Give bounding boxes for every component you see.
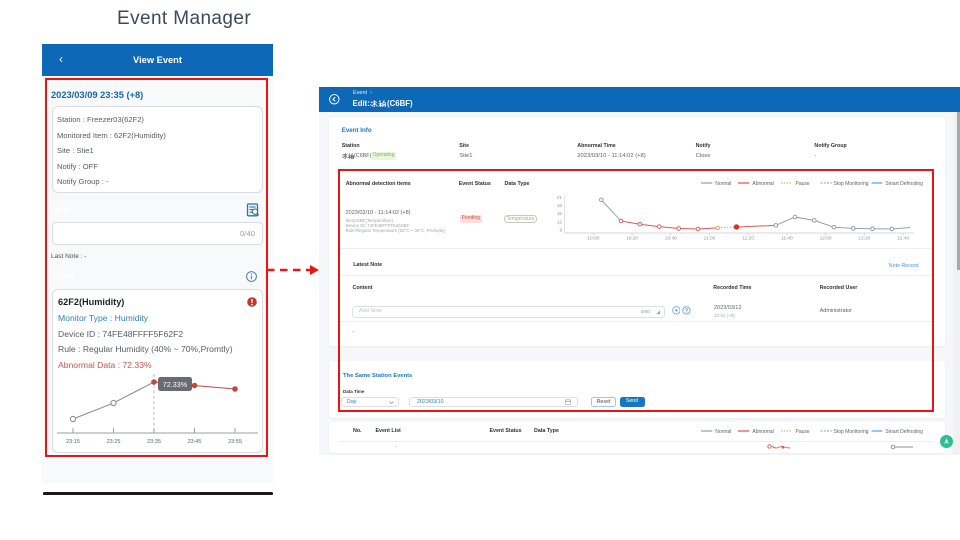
svg-text:21: 21 — [557, 195, 563, 200]
svg-text:12:20: 12:20 — [858, 236, 870, 242]
svg-text:Smart Defrosting: Smart Defrosting — [885, 181, 923, 187]
svg-text:12: 12 — [557, 219, 563, 224]
svg-text:Stop Monitoring: Stop Monitoring — [834, 181, 869, 187]
svg-text:12:00: 12:00 — [820, 236, 832, 242]
svg-text:18: 18 — [557, 203, 563, 208]
svg-text:Normal: Normal — [715, 181, 731, 187]
svg-text:12:40: 12:40 — [897, 236, 909, 242]
svg-text:11:40: 11:40 — [781, 236, 793, 242]
svg-text:Pause: Pause — [796, 429, 810, 435]
svg-text:23:25: 23:25 — [107, 439, 121, 445]
svg-text:72.33%: 72.33% — [163, 380, 188, 389]
svg-text:Normal: Normal — [715, 429, 731, 435]
svg-text:Abnormal: Abnormal — [752, 181, 773, 187]
svg-text:15: 15 — [557, 211, 563, 216]
svg-text:Abnormal: Abnormal — [752, 429, 773, 435]
svg-text:Stop Monitoring: Stop Monitoring — [834, 429, 869, 435]
svg-text:Smart Defrosting: Smart Defrosting — [885, 429, 923, 435]
svg-text:10:20: 10:20 — [626, 236, 638, 242]
svg-text:23:15: 23:15 — [66, 439, 80, 445]
svg-text:23:35: 23:35 — [147, 439, 161, 445]
svg-text:11:00: 11:00 — [704, 236, 716, 242]
svg-text:10:40: 10:40 — [665, 236, 677, 242]
svg-text:23:55: 23:55 — [228, 439, 242, 445]
svg-text:23:45: 23:45 — [188, 439, 202, 445]
svg-text:Pause: Pause — [796, 181, 810, 187]
svg-text:11:20: 11:20 — [742, 236, 754, 242]
svg-text:9: 9 — [559, 228, 562, 233]
svg-text:10:00: 10:00 — [587, 236, 599, 242]
